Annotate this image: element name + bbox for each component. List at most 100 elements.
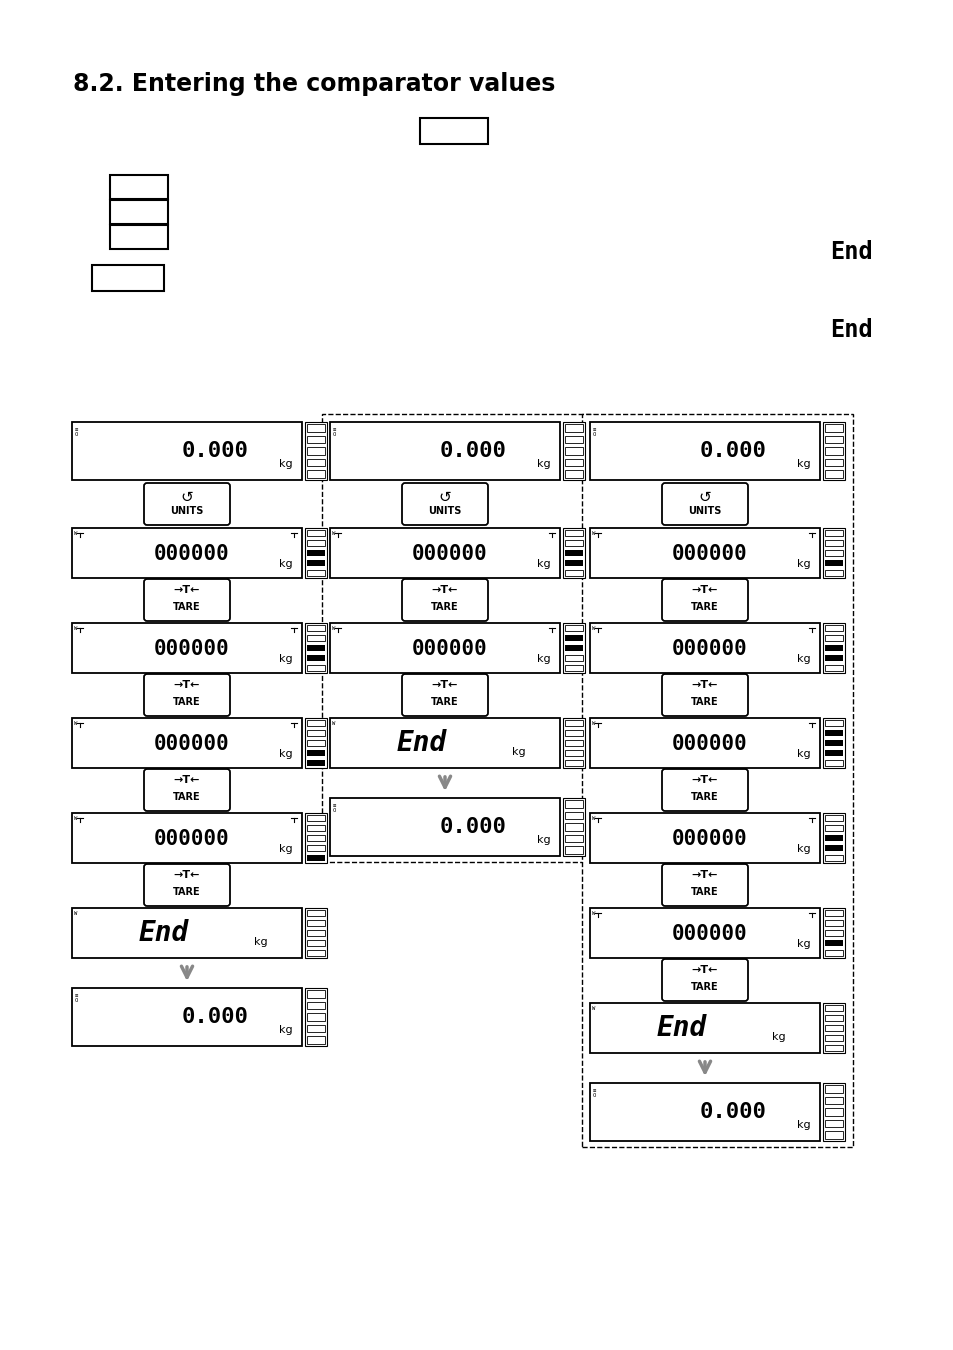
Bar <box>419 117 488 144</box>
Bar <box>824 655 842 662</box>
Bar <box>307 459 325 466</box>
Bar <box>307 940 325 946</box>
Text: kg: kg <box>797 749 810 759</box>
Text: TARE: TARE <box>691 602 718 612</box>
Text: 000000: 000000 <box>671 639 747 659</box>
Bar <box>307 855 325 861</box>
Bar <box>307 424 325 432</box>
Bar <box>307 655 325 662</box>
Bar <box>822 1003 844 1053</box>
Text: ≡: ≡ <box>593 1087 596 1092</box>
Bar <box>824 751 842 756</box>
Bar <box>330 718 559 768</box>
Bar <box>307 760 325 765</box>
Bar <box>307 910 325 917</box>
Text: →T←: →T← <box>173 585 200 595</box>
Text: TARE: TARE <box>431 602 458 612</box>
Bar <box>824 740 842 747</box>
Text: 000000: 000000 <box>412 544 487 564</box>
Bar <box>307 845 325 850</box>
Bar <box>71 622 302 674</box>
Text: kg: kg <box>279 844 293 855</box>
Bar <box>824 940 842 946</box>
Text: →T←: →T← <box>432 585 457 595</box>
Bar <box>330 528 559 578</box>
Bar <box>71 718 302 768</box>
Text: kg: kg <box>797 459 810 468</box>
Bar <box>71 988 302 1046</box>
FancyBboxPatch shape <box>144 769 230 811</box>
Text: kg: kg <box>279 1025 293 1034</box>
Bar <box>824 836 842 841</box>
Text: kg: kg <box>279 459 293 468</box>
Text: O: O <box>333 432 335 437</box>
Text: kg: kg <box>279 653 293 664</box>
FancyBboxPatch shape <box>144 864 230 906</box>
Text: O: O <box>75 432 78 437</box>
Text: 000000: 000000 <box>153 734 230 755</box>
Bar <box>71 909 302 958</box>
Text: W: W <box>332 531 335 536</box>
Text: kg: kg <box>797 653 810 664</box>
Bar <box>822 909 844 958</box>
Bar <box>824 1045 842 1052</box>
Text: ↺: ↺ <box>698 490 711 505</box>
Bar <box>307 645 325 651</box>
Text: →T←: →T← <box>691 775 718 784</box>
FancyBboxPatch shape <box>661 864 747 906</box>
Bar <box>589 1083 820 1141</box>
Bar <box>564 751 582 756</box>
Bar <box>307 447 325 455</box>
Text: →T←: →T← <box>173 869 200 880</box>
Text: kg: kg <box>253 937 267 946</box>
Bar <box>307 1002 325 1010</box>
Bar <box>824 625 842 630</box>
Bar <box>824 1025 842 1031</box>
Bar <box>305 718 327 768</box>
Bar <box>564 834 582 842</box>
Bar <box>824 1035 842 1041</box>
Text: TARE: TARE <box>173 602 200 612</box>
Bar <box>307 740 325 747</box>
Text: 0.000: 0.000 <box>699 1102 765 1122</box>
Bar <box>305 909 327 958</box>
Bar <box>307 930 325 936</box>
Bar <box>824 1015 842 1021</box>
FancyBboxPatch shape <box>661 769 747 811</box>
Bar <box>562 528 584 578</box>
Bar <box>564 666 582 671</box>
Text: 0.000: 0.000 <box>438 817 505 837</box>
Bar <box>824 436 842 443</box>
Text: W: W <box>592 626 595 630</box>
Bar <box>824 470 842 478</box>
Bar <box>824 459 842 466</box>
Bar <box>589 718 820 768</box>
Text: ≡: ≡ <box>333 802 335 807</box>
Text: W: W <box>74 626 77 630</box>
Text: 8.2. Entering the comparator values: 8.2. Entering the comparator values <box>73 72 555 96</box>
Text: W: W <box>592 911 595 917</box>
Text: 0.000: 0.000 <box>438 441 505 460</box>
Text: kg: kg <box>279 749 293 759</box>
FancyBboxPatch shape <box>661 674 747 716</box>
Text: O: O <box>593 432 596 437</box>
FancyBboxPatch shape <box>144 483 230 525</box>
Bar <box>71 813 302 863</box>
Bar <box>824 720 842 726</box>
Bar <box>305 988 327 1046</box>
Text: →T←: →T← <box>691 585 718 595</box>
Bar <box>330 423 559 481</box>
Text: O: O <box>75 998 78 1003</box>
Bar <box>564 447 582 455</box>
Bar <box>562 622 584 674</box>
Bar <box>305 622 327 674</box>
Text: TARE: TARE <box>691 887 718 896</box>
Text: 0.000: 0.000 <box>181 441 248 460</box>
Text: TARE: TARE <box>691 792 718 802</box>
Bar <box>822 423 844 481</box>
Bar <box>307 540 325 545</box>
FancyBboxPatch shape <box>401 483 488 525</box>
Text: W: W <box>332 626 335 630</box>
Text: W: W <box>592 531 595 536</box>
Bar <box>307 815 325 821</box>
